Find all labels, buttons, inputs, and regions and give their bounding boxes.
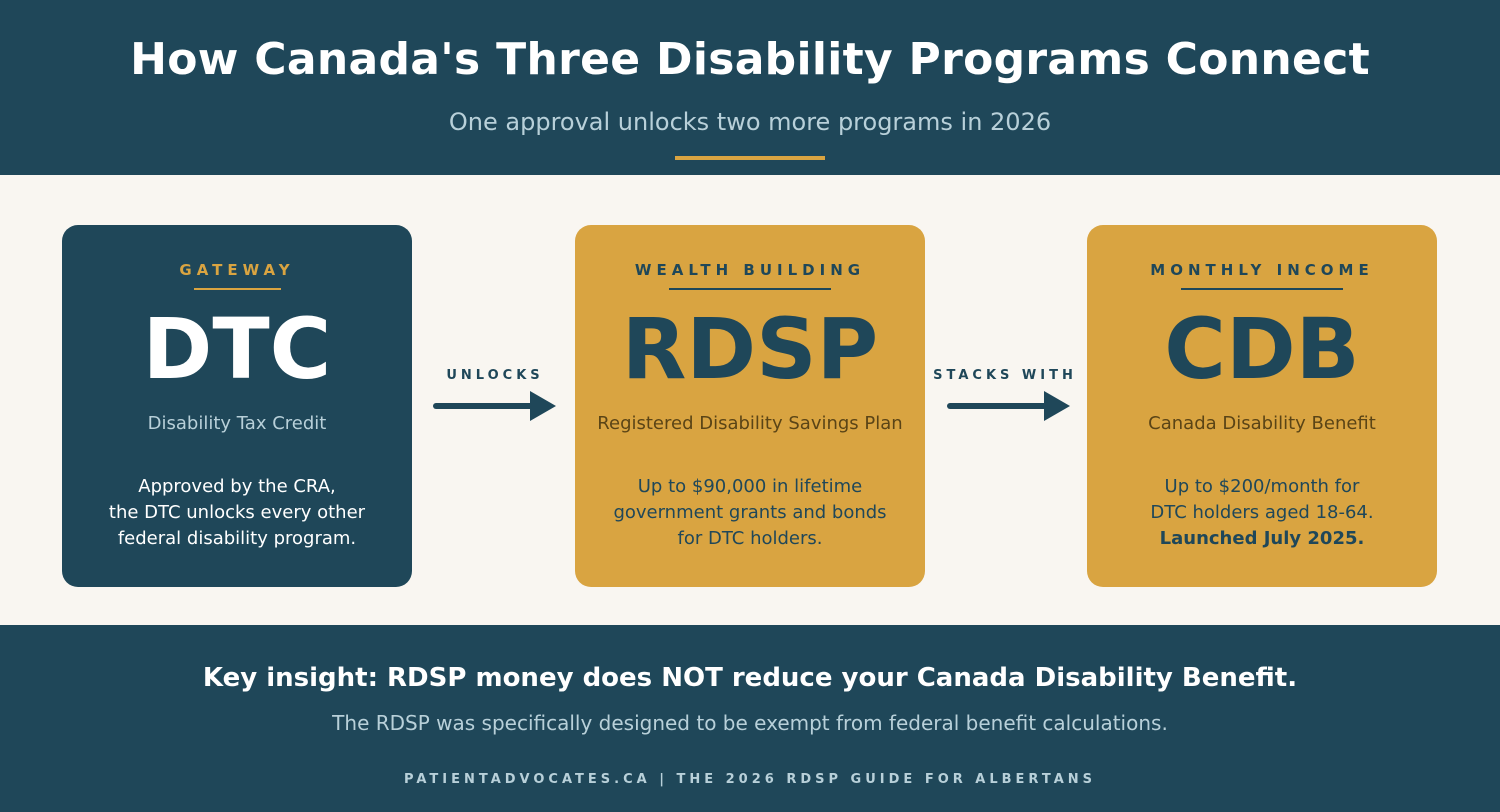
page-subtitle: One approval unlocks two more programs i… [448,108,1052,136]
card-description: Up to $200/month for DTC holders aged 18… [1087,474,1437,552]
card-abbreviation: RDSP [621,300,879,398]
connector-stacks-with: STACKS WITH [930,368,1080,423]
connector-unlocks: UNLOCKS [430,368,560,423]
card-cdb: MONTHLY INCOME CDB Canada Disability Ben… [1087,225,1437,587]
card-dtc: GATEWAY DTC Disability Tax Credit Approv… [62,225,412,587]
header-banner: How Canada's Three Disability Programs C… [0,0,1500,175]
card-rdsp: WEALTH BUILDING RDSP Registered Disabili… [575,225,925,587]
source-credit: PATIENTADVOCATES.CA | THE 2026 RDSP GUID… [403,772,1097,787]
arrow-right-icon [947,391,1070,421]
tag-divider [194,288,281,290]
header-accent-divider [675,156,825,160]
key-insight: Key insight: RDSP money does NOT reduce … [202,663,1298,693]
card-abbreviation: CDB [1164,300,1360,398]
page-title: How Canada's Three Disability Programs C… [130,34,1370,85]
tag-divider [1181,288,1343,290]
desc-line: Up to $90,000 in lifetime [637,476,863,497]
desc-line: the DTC unlocks every other [108,502,366,523]
desc-line: for DTC holders. [677,528,823,549]
desc-line: federal disability program. [117,528,357,549]
desc-line: Approved by the CRA, [138,476,336,497]
card-full-name: Registered Disability Savings Plan [597,413,903,434]
tag-divider [669,288,831,290]
desc-line: DTC holders aged 18-64. [1150,502,1374,523]
card-full-name: Disability Tax Credit [147,413,327,434]
card-abbreviation: DTC [142,300,332,398]
card-tag: GATEWAY [179,261,295,279]
connector-label: STACKS WITH [933,368,1077,383]
insight-explanation: The RDSP was specifically designed to be… [332,711,1168,735]
footer-banner: Key insight: RDSP money does NOT reduce … [0,625,1500,812]
arrow-right-icon [433,391,556,421]
card-full-name: Canada Disability Benefit [1148,413,1376,434]
card-tag: MONTHLY INCOME [1150,261,1374,279]
card-tag: WEALTH BUILDING [634,261,866,279]
desc-highlight: Launched July 2025. [1159,528,1365,549]
connector-label: UNLOCKS [446,368,544,383]
card-description: Approved by the CRA, the DTC unlocks eve… [62,474,412,552]
program-flow-diagram: GATEWAY DTC Disability Tax Credit Approv… [0,175,1500,625]
card-description: Up to $90,000 in lifetime government gra… [575,474,925,552]
desc-line: Up to $200/month for [1164,476,1360,497]
desc-line: government grants and bonds [613,502,887,523]
